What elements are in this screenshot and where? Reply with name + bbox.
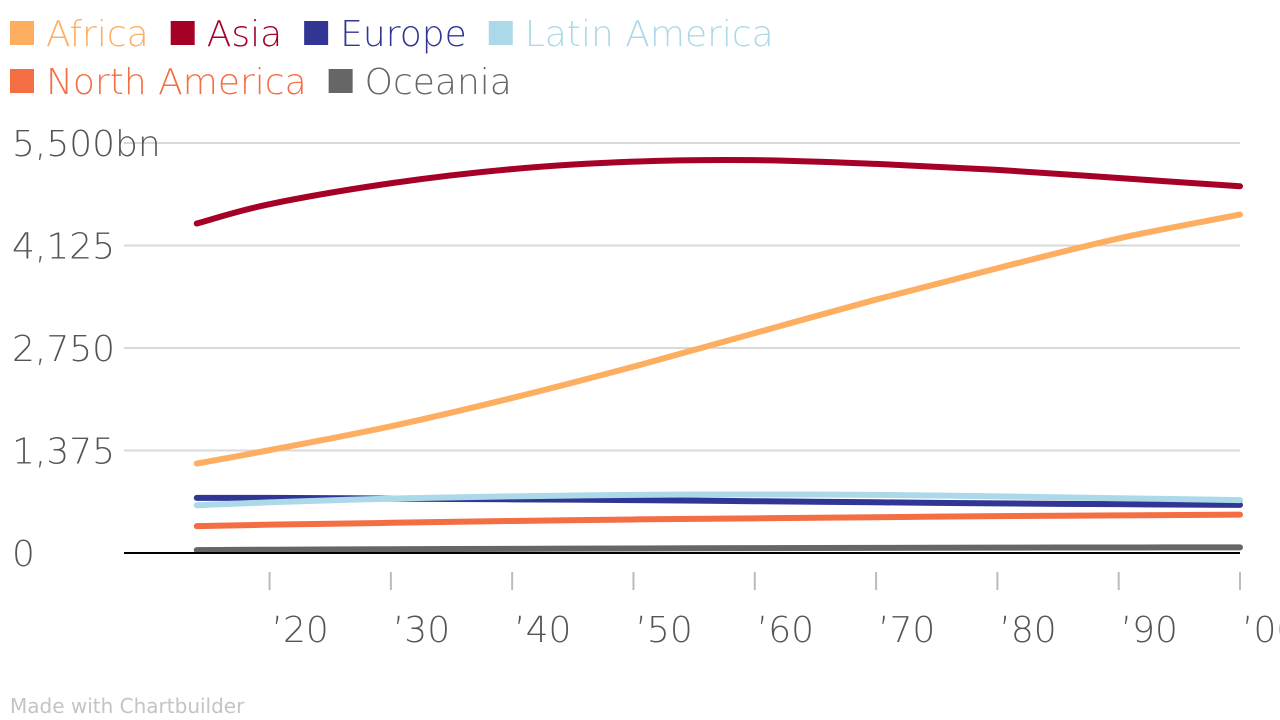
series-line-africa bbox=[193, 211, 1243, 467]
legend-swatch bbox=[488, 21, 513, 45]
legend-item: Latin America bbox=[488, 14, 774, 55]
footer-credit: Made with Chartbuilder bbox=[10, 694, 245, 718]
x-tick-label: ’60 bbox=[757, 610, 814, 651]
legend-item: Africa bbox=[10, 14, 149, 55]
legend-swatch bbox=[304, 21, 329, 45]
x-tick-label: ’90 bbox=[1121, 610, 1178, 651]
legend-label: Asia bbox=[207, 14, 282, 55]
x-tick-label: ’00 bbox=[1242, 610, 1280, 651]
legend-item: North America bbox=[10, 62, 307, 103]
grid: 0 1,375 2,750 4,125 5,500bn bbox=[12, 124, 1240, 575]
legend-label: Latin America bbox=[525, 14, 774, 55]
legend-swatch bbox=[10, 21, 34, 45]
y-tick-label: 2,750 bbox=[12, 329, 115, 370]
legend-swatch bbox=[170, 21, 195, 45]
series-lines bbox=[193, 157, 1243, 554]
x-tick-label: ’20 bbox=[272, 610, 329, 651]
y-tick-label: 4,125 bbox=[12, 227, 115, 268]
series-line-oceania bbox=[193, 544, 1243, 554]
y-tick-label: 1,375 bbox=[12, 432, 115, 473]
legend-label: Europe bbox=[340, 14, 467, 55]
y-tick-label: 5,500bn bbox=[12, 124, 161, 165]
x-tick-label: ’80 bbox=[999, 610, 1056, 651]
x-tick-label: ’70 bbox=[878, 610, 935, 651]
legend-item: Europe bbox=[304, 14, 467, 55]
legend-label: Oceania bbox=[365, 62, 512, 103]
y-tick-label: 0 bbox=[12, 534, 35, 575]
series-line-asia bbox=[193, 157, 1243, 227]
x-tick-label: ’40 bbox=[514, 610, 571, 651]
legend-item: Oceania bbox=[328, 62, 512, 103]
legend-label: North America bbox=[46, 62, 307, 103]
legend-swatch bbox=[10, 69, 34, 93]
legend-item: Asia bbox=[170, 14, 282, 55]
series-line-latin-america bbox=[193, 491, 1243, 509]
legend-swatch bbox=[328, 69, 353, 93]
x-axis: ’20 ’30 ’40 ’50 ’60 ’70 ’80 ’90 ’00 bbox=[124, 552, 1280, 651]
series-line-north-america bbox=[193, 511, 1243, 530]
legend: Africa Asia Europe Latin America North Ameri… bbox=[10, 14, 774, 103]
x-tick-label: ’50 bbox=[635, 610, 692, 651]
x-tick-label: ’30 bbox=[393, 610, 450, 651]
legend-label: Africa bbox=[46, 14, 149, 55]
